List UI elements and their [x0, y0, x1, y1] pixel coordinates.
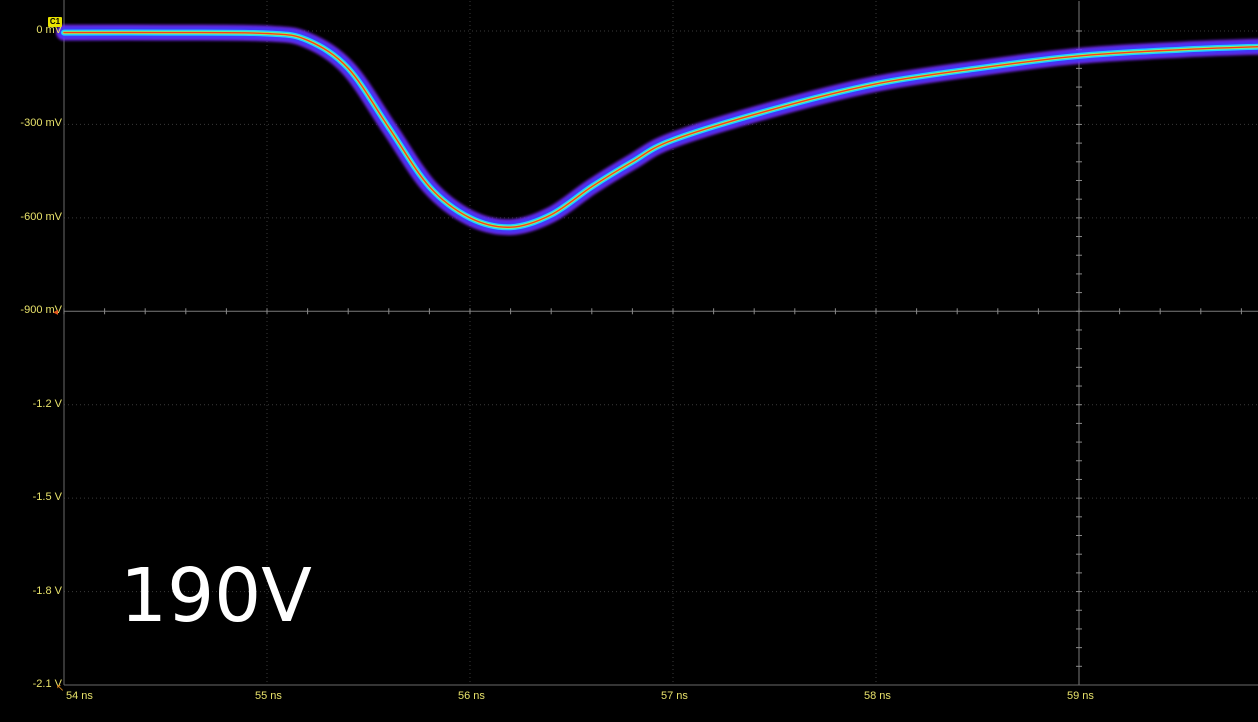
trigger-position-marker-icon[interactable]: ↖	[56, 683, 65, 694]
x-tick-label: 59 ns	[1067, 690, 1094, 702]
x-tick-label: 54 ns	[66, 690, 93, 702]
y-tick-label: -1.8 V	[32, 584, 62, 597]
y-tick-label: -300 mV	[20, 117, 62, 130]
y-tick-label: -900 mV	[20, 304, 62, 317]
channel-badge[interactable]: C1	[48, 17, 62, 27]
x-tick-label: 58 ns	[864, 690, 891, 702]
voltage-overlay-label: 190V	[120, 553, 312, 639]
x-tick-label: 56 ns	[458, 690, 485, 702]
y-tick-label: 0 mV	[36, 24, 62, 36]
waveform-trace	[56, 24, 1258, 236]
y-tick-label: -1.5 V	[32, 491, 62, 504]
x-tick-label: 57 ns	[661, 690, 688, 702]
trace-core-line	[63, 31, 1258, 228]
x-tick-label: 55 ns	[255, 690, 282, 702]
y-tick-label: -600 mV	[20, 210, 62, 223]
grid	[63, 0, 1258, 686]
y-tick-label: -1.2 V	[32, 397, 62, 410]
trigger-level-marker-icon[interactable]: ◂	[53, 307, 59, 318]
y-tick-label: -2.1 V	[32, 678, 62, 690]
